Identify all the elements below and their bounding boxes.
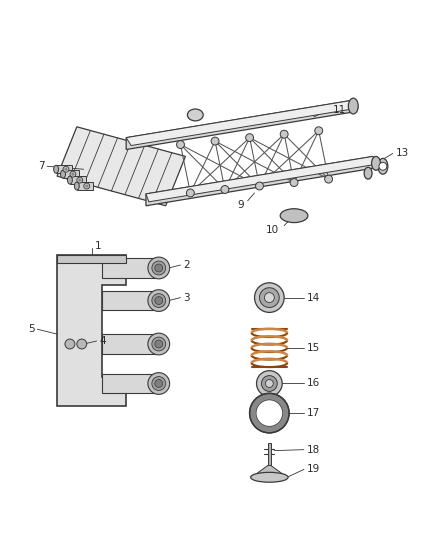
Ellipse shape xyxy=(378,158,388,174)
Circle shape xyxy=(64,168,67,171)
Circle shape xyxy=(152,294,166,308)
Text: 4: 4 xyxy=(99,336,106,346)
Circle shape xyxy=(211,137,219,145)
Text: 19: 19 xyxy=(307,464,320,474)
Text: 17: 17 xyxy=(307,408,320,418)
Ellipse shape xyxy=(74,182,79,190)
Ellipse shape xyxy=(348,98,358,114)
Polygon shape xyxy=(102,290,156,310)
Text: 1: 1 xyxy=(95,241,101,251)
Polygon shape xyxy=(102,374,156,393)
Circle shape xyxy=(265,293,274,303)
Ellipse shape xyxy=(280,209,308,223)
Circle shape xyxy=(254,283,284,312)
Circle shape xyxy=(379,163,387,170)
Polygon shape xyxy=(102,334,156,354)
Ellipse shape xyxy=(67,176,72,184)
Circle shape xyxy=(325,175,332,183)
Circle shape xyxy=(177,141,184,149)
Circle shape xyxy=(290,179,298,187)
Text: 15: 15 xyxy=(307,343,320,353)
Circle shape xyxy=(315,127,323,135)
Circle shape xyxy=(148,373,170,394)
Circle shape xyxy=(257,370,282,397)
Circle shape xyxy=(280,130,288,138)
Circle shape xyxy=(85,184,88,188)
Text: 7: 7 xyxy=(38,161,44,171)
Circle shape xyxy=(77,339,87,349)
Text: 13: 13 xyxy=(396,149,409,158)
Circle shape xyxy=(148,290,170,311)
Circle shape xyxy=(261,376,277,391)
Circle shape xyxy=(152,377,166,390)
Wedge shape xyxy=(250,393,289,433)
Polygon shape xyxy=(70,176,86,184)
Circle shape xyxy=(71,173,74,176)
Circle shape xyxy=(265,379,273,387)
Circle shape xyxy=(221,185,229,193)
Circle shape xyxy=(255,182,263,190)
Ellipse shape xyxy=(364,167,372,179)
Ellipse shape xyxy=(251,472,288,482)
Circle shape xyxy=(155,296,163,304)
Circle shape xyxy=(259,288,279,308)
Polygon shape xyxy=(56,165,72,173)
Circle shape xyxy=(246,134,254,142)
Text: 16: 16 xyxy=(307,378,320,389)
Polygon shape xyxy=(146,156,376,202)
Circle shape xyxy=(84,183,90,189)
Polygon shape xyxy=(126,100,358,146)
Circle shape xyxy=(155,340,163,348)
Text: 3: 3 xyxy=(184,293,190,303)
Circle shape xyxy=(257,400,282,426)
Polygon shape xyxy=(57,255,126,406)
Circle shape xyxy=(63,166,69,172)
Text: 14: 14 xyxy=(307,293,320,303)
Polygon shape xyxy=(102,258,156,278)
Circle shape xyxy=(155,264,163,272)
Text: 2: 2 xyxy=(184,260,190,270)
Polygon shape xyxy=(126,100,353,149)
Polygon shape xyxy=(57,127,185,206)
Text: 10: 10 xyxy=(266,225,279,236)
Ellipse shape xyxy=(371,156,381,170)
Text: 5: 5 xyxy=(28,324,34,334)
Circle shape xyxy=(65,339,75,349)
Circle shape xyxy=(77,177,83,183)
Polygon shape xyxy=(251,465,287,477)
Circle shape xyxy=(78,179,81,182)
Text: 9: 9 xyxy=(237,200,244,210)
Polygon shape xyxy=(57,255,126,263)
Circle shape xyxy=(152,337,166,351)
Ellipse shape xyxy=(187,109,203,121)
Text: 18: 18 xyxy=(307,445,320,455)
Circle shape xyxy=(152,261,166,275)
Circle shape xyxy=(70,171,76,177)
Polygon shape xyxy=(63,170,79,178)
Polygon shape xyxy=(77,182,92,190)
Bar xyxy=(268,443,271,473)
Ellipse shape xyxy=(60,170,65,178)
Circle shape xyxy=(155,379,163,387)
Circle shape xyxy=(148,333,170,355)
Polygon shape xyxy=(146,156,373,206)
Ellipse shape xyxy=(53,165,59,173)
Circle shape xyxy=(187,189,194,197)
Circle shape xyxy=(148,257,170,279)
Text: 11: 11 xyxy=(332,105,346,115)
